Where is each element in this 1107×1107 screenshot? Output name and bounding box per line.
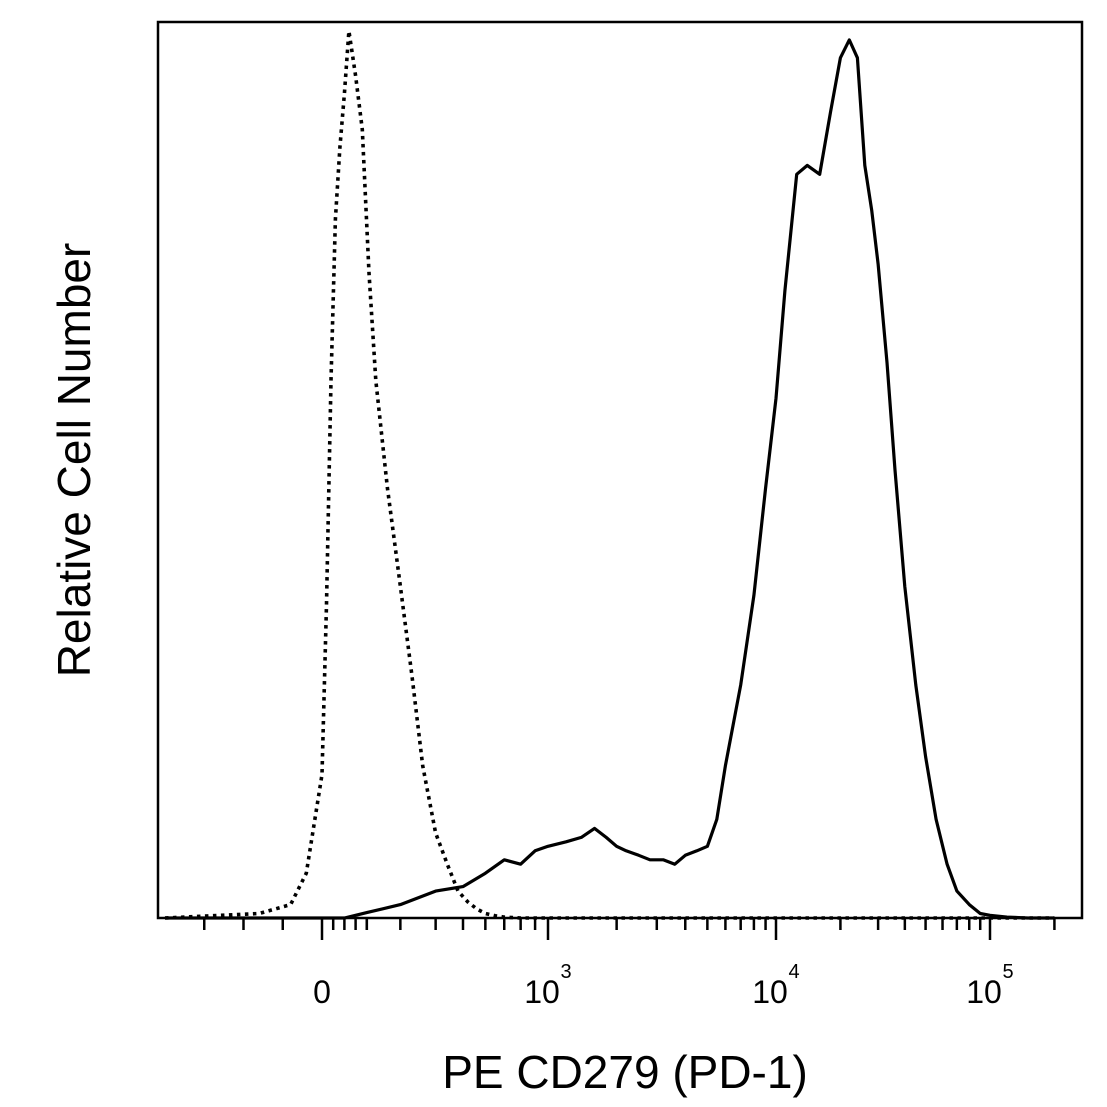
x-axis-title: PE CD279 (PD-1) [442, 1046, 808, 1098]
x-minor-ticks [203, 918, 1056, 930]
series-layer [164, 29, 1055, 920]
x-tick-label: 10 [524, 974, 560, 1010]
x-tick-label: 0 [313, 974, 331, 1010]
x-tick-label: 10 [752, 974, 788, 1010]
x-tick-exponent: 3 [560, 961, 571, 983]
y-axis-title: Relative Cell Number [48, 243, 100, 678]
stained-histogram-line [165, 38, 1055, 920]
control-histogram-line [164, 29, 1055, 920]
x-tick-exponent: 4 [788, 961, 799, 983]
x-tick-exponent: 5 [1002, 961, 1013, 983]
x-major-ticks [320, 918, 992, 940]
x-tick-label: 10 [966, 974, 1002, 1010]
plot-frame [156, 20, 1084, 920]
